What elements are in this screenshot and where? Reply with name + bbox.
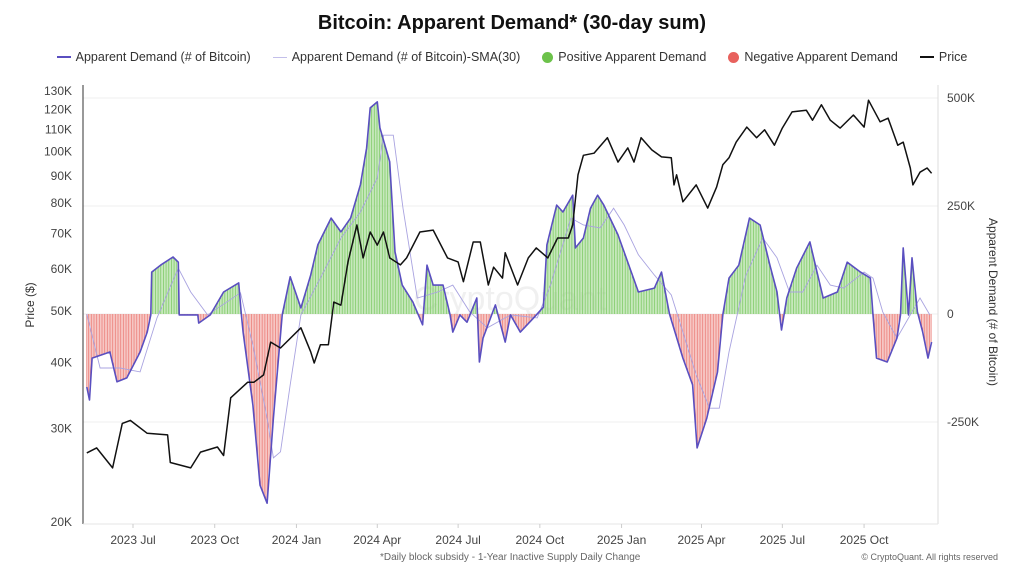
y-left-tick-label: 30K [51,422,72,436]
legend-label: Apparent Demand (# of Bitcoin) [75,50,251,64]
y-left-tick-label: 20K [51,515,72,529]
apparent-demand-line [86,101,933,504]
legend-item-sma[interactable]: Apparent Demand (# of Bitcoin)-SMA(30) [272,50,521,64]
axis-ticks: 500K 250K 0 -250K 20K 30K 40K 50K 60K 70K 80K 90K 10… [44,84,979,547]
footnote: *Daily block subsidy - 1-Year Inactive S… [380,552,641,563]
legend-dot-swatch [728,51,740,63]
legend-line-swatch [272,56,287,58]
x-tick-label: 2024 Oct [515,533,564,547]
legend-item-negative[interactable]: Negative Apparent Demand [728,50,898,64]
chart-title: Bitcoin: Apparent Demand* (30-day sum) [317,12,707,34]
y-right-tick-label: 250K [947,199,975,213]
y-left-tick-label: 90K [51,169,72,183]
y-left-tick-label: 60K [51,262,72,276]
x-tick-label: 2024 Jul [435,533,480,547]
y-left-tick-label: 80K [51,196,72,210]
x-tick-label: 2025 Jan [597,533,646,547]
x-tick-label: 2024 Jan [272,533,321,547]
legend-item-price[interactable]: Price [919,50,968,64]
legend-label: Negative Apparent Demand [744,50,898,64]
legend-line-swatch [919,56,934,58]
legend-item-positive[interactable]: Positive Apparent Demand [542,50,706,64]
legend-dot-swatch [542,51,554,63]
copyright: © CryptoQuant. All rights reserved [861,552,998,562]
legend-label: Positive Apparent Demand [558,50,707,64]
y-right-label: Apparent Demand (# of Bitcoin) [986,218,1000,386]
y-left-tick-label: 100K [44,145,72,159]
legend-item-demand[interactable]: Apparent Demand (# of Bitcoin) [56,50,251,64]
legend-line-swatch [56,56,71,58]
y-right-tick-label: 500K [947,91,975,105]
y-left-tick-label: 130K [44,84,72,98]
y-right-tick-label: 0 [947,307,954,321]
y-right-tick-label: -250K [947,415,979,429]
x-tick-label: 2023 Jul [110,533,155,547]
series-lines [86,99,933,504]
y-left-tick-label: 40K [51,355,72,369]
y-left-tick-label: 110K [45,123,72,137]
legend-label: Price [938,50,968,64]
y-left-tick-label: 120K [44,103,72,117]
price-line [86,99,933,469]
legend-label: Apparent Demand (# of Bitcoin)-SMA(30) [291,50,521,64]
x-tick-label: 2024 Apr [353,533,401,547]
y-left-tick-label: 50K [51,304,72,318]
legend: Apparent Demand (# of Bitcoin) Apparent … [0,50,1024,64]
y-left-label: Price ($) [23,282,37,327]
x-tick-label: 2025 Oct [840,533,889,547]
x-tick-label: 2025 Jul [760,533,805,547]
x-tick-label: 2025 Apr [677,533,725,547]
y-left-tick-label: 70K [51,227,72,241]
x-tick-label: 2023 Oct [190,533,239,547]
